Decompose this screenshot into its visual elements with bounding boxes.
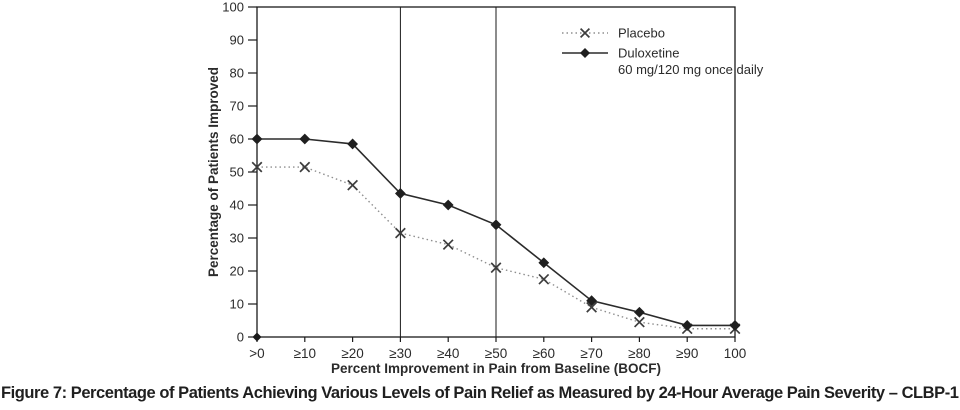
x-tick-label: ≥60 [533, 346, 555, 361]
figure-caption: Figure 7: Percentage of Patients Achievi… [1, 384, 959, 402]
x-axis: >0 ≥10 ≥20 ≥30 ≥40 ≥50 ≥60 ≥70 ≥80 ≥90 100 [249, 337, 746, 361]
y-tick-label: 70 [230, 99, 244, 114]
y-tick-label: 0 [237, 330, 244, 345]
x-tick-label: ≥80 [628, 346, 650, 361]
y-tick-label: 90 [230, 33, 244, 48]
y-tick-label: 100 [222, 0, 244, 15]
legend-label: Duloxetine [618, 46, 679, 61]
x-tick-label: ≥20 [341, 346, 363, 361]
y-tick-label: 50 [230, 165, 244, 180]
svg-text:Percentage of Patients Improve: Percentage of Patients Improved [206, 67, 221, 277]
x-axis-title: Percent Improvement in Pain from Baselin… [331, 361, 661, 376]
y-tick-label: 60 [230, 132, 244, 147]
series-duloxetine [251, 133, 741, 331]
y-tick-label: 30 [230, 231, 244, 246]
y-tick-label: 20 [230, 264, 244, 279]
legend-label-line2: 60 mg/120 mg once daily [618, 62, 764, 77]
x-tick-label: ≥70 [580, 346, 602, 361]
x-tick-label: ≥90 [676, 346, 698, 361]
y-axis: 0 10 20 30 40 50 60 70 80 90 100 [222, 0, 257, 345]
y-tick-label: 10 [230, 297, 244, 312]
y-axis-title: Percentage of Patients Improved [206, 67, 221, 277]
reference-lines [399, 7, 497, 337]
y-tick-label: 80 [230, 66, 244, 81]
svg-text:Percent Improvement in Pain fr: Percent Improvement in Pain from Baselin… [331, 361, 661, 376]
series-placebo [251, 161, 741, 335]
x-tick-label: >0 [249, 346, 264, 361]
origin-marker [252, 332, 262, 342]
x-tick-label: ≥30 [389, 346, 411, 361]
legend-label: Placebo [618, 26, 665, 41]
y-tick-label: 40 [230, 198, 244, 213]
pain-relief-chart: 0 10 20 30 40 50 60 70 80 90 100 >0 ≥10 ≥20 ≥30 ≥40 ≥50 ≥… [206, 0, 764, 376]
x-tick-label: ≥40 [437, 346, 459, 361]
x-tick-label: ≥50 [485, 346, 507, 361]
x-tick-label: ≥10 [294, 346, 316, 361]
x-tick-label: 100 [724, 346, 747, 361]
